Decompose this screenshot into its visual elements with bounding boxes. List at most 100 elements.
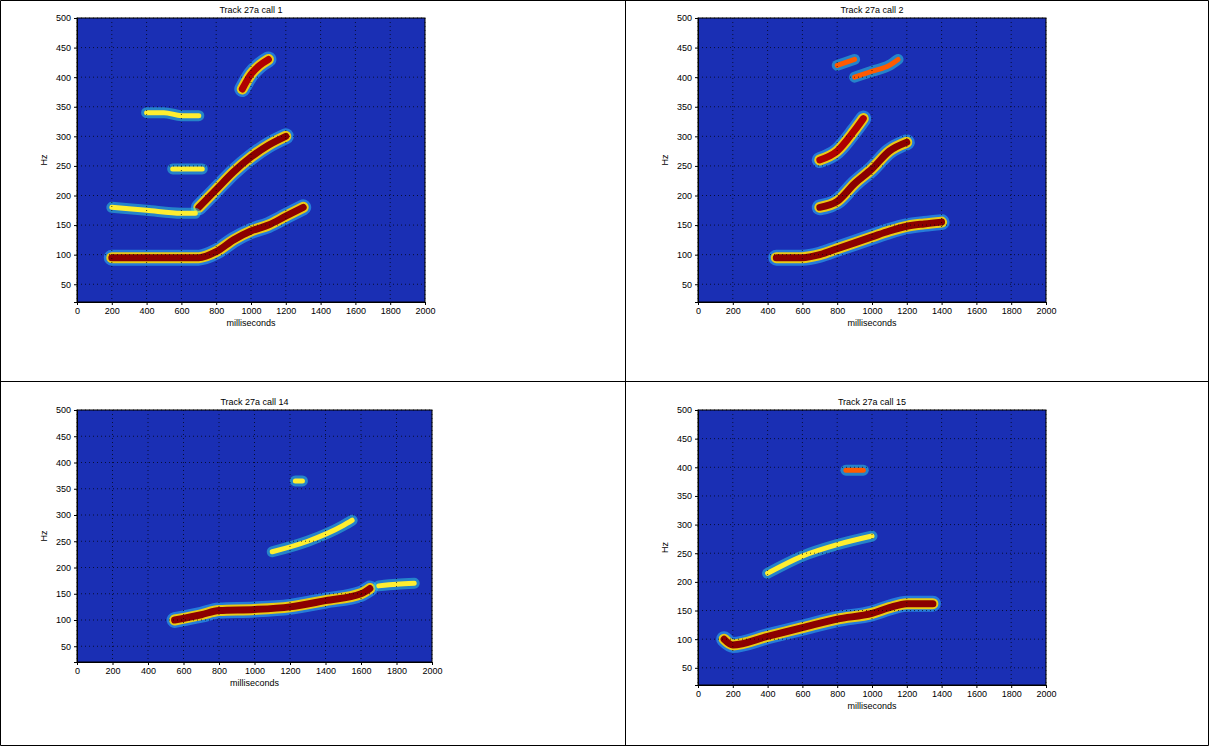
tick-label: 1600: [967, 306, 987, 316]
harmonic-line: [242, 59, 268, 89]
marks: [175, 481, 415, 620]
tick-mark: [251, 302, 252, 305]
harmonic-glow: [272, 520, 352, 552]
tick-label: 400: [677, 73, 692, 83]
harmonic-line: [112, 207, 303, 257]
table-border: [1, 0, 1209, 1]
grid-line: [77, 541, 432, 542]
tick-mark: [74, 18, 77, 19]
harmonic-line: [724, 604, 933, 645]
plot-frame: [77, 410, 432, 662]
tick-mark: [802, 302, 803, 305]
x-axis: 0200400600800100012001400160018002000: [75, 302, 436, 316]
tick-label: 500: [56, 13, 71, 23]
tick: 50: [682, 280, 698, 290]
grid-line: [285, 18, 286, 302]
tick: 300: [56, 132, 77, 142]
tick: 1200: [276, 302, 296, 316]
axis-line: [74, 411, 78, 663]
tick: 1400: [932, 302, 952, 316]
grid-line: [732, 410, 733, 685]
tick-mark: [695, 553, 698, 554]
axis-line: [78, 663, 433, 666]
grid-line: [77, 515, 432, 516]
grid-line: [77, 593, 432, 594]
panel: 0200400600800100012001400160018002000501…: [660, 5, 1057, 328]
tick: 1000: [245, 662, 265, 676]
tick-label: 600: [795, 689, 810, 699]
tick: 600: [795, 302, 810, 316]
tick-label: 600: [174, 306, 189, 316]
tick-label: 200: [726, 689, 741, 699]
tick-mark: [74, 463, 77, 464]
tick: 50: [61, 642, 77, 652]
y-axis: 50100150200250300350400450500: [677, 13, 699, 302]
table-border: [1, 745, 1209, 746]
harmonic-glow: [147, 113, 199, 116]
tick-mark: [425, 302, 426, 305]
tick: 400: [140, 302, 155, 316]
tick: 300: [677, 132, 698, 142]
tick: 100: [56, 615, 77, 625]
tick: 0: [696, 685, 701, 699]
tick: 1200: [897, 302, 917, 316]
tick-mark: [286, 302, 287, 305]
tick-label: 2000: [1036, 306, 1056, 316]
grid-line: [390, 18, 391, 302]
tick: 200: [677, 191, 698, 201]
harmonic-line: [855, 59, 899, 77]
tick-mark: [361, 662, 362, 665]
harmonic-line: [837, 59, 854, 65]
grid-line: [941, 410, 942, 685]
tick-label: 0: [696, 306, 701, 316]
harmonic-glow: [242, 59, 268, 89]
grid-line: [698, 553, 1046, 554]
x-axis-title: milliseconds: [847, 318, 897, 328]
grid-line: [219, 410, 220, 662]
tick: 1600: [967, 685, 987, 699]
tick-mark: [74, 620, 77, 621]
tick-mark: [74, 284, 77, 285]
table-border: [1, 381, 1209, 382]
tick-mark: [695, 410, 698, 411]
tick: 600: [174, 302, 189, 316]
grid-line: [254, 410, 255, 662]
tick-label: 200: [105, 666, 120, 676]
grid-line: [77, 620, 432, 621]
harmonic-glow: [820, 119, 864, 160]
grid-line: [698, 47, 1046, 48]
tick-label: 200: [677, 191, 692, 201]
tick-mark: [695, 107, 698, 108]
tick-mark: [74, 196, 77, 197]
tick: 200: [726, 685, 741, 699]
tick-label: 800: [830, 689, 845, 699]
grid: [77, 410, 432, 662]
harmonic-line: [175, 589, 370, 621]
tick: 400: [56, 458, 77, 468]
tick: 200: [677, 577, 698, 587]
axis-line: [78, 303, 426, 306]
grid-line: [77, 165, 425, 166]
grid-line: [112, 410, 113, 662]
tick-mark: [695, 166, 698, 167]
tick-mark: [74, 541, 77, 542]
tick-label: 1400: [932, 689, 952, 699]
tick-mark: [837, 685, 838, 688]
tick: 500: [56, 13, 77, 23]
tick-mark: [321, 302, 322, 305]
grid-line: [361, 410, 362, 662]
harmonic-glow: [112, 207, 303, 257]
tick-label: 50: [682, 280, 692, 290]
tick-mark: [695, 136, 698, 137]
x-axis-title: milliseconds: [230, 678, 280, 688]
tick-label: 1200: [897, 306, 917, 316]
grid-line: [216, 18, 217, 302]
tick-label: 2000: [415, 306, 435, 316]
tick-label: 300: [56, 132, 71, 142]
grid-line: [698, 165, 1046, 166]
tick-mark: [942, 302, 943, 305]
harmonic-line: [147, 113, 199, 116]
grid-line: [767, 410, 768, 685]
tick-label: 500: [677, 13, 692, 23]
harmonic-glow: [295, 475, 302, 486]
